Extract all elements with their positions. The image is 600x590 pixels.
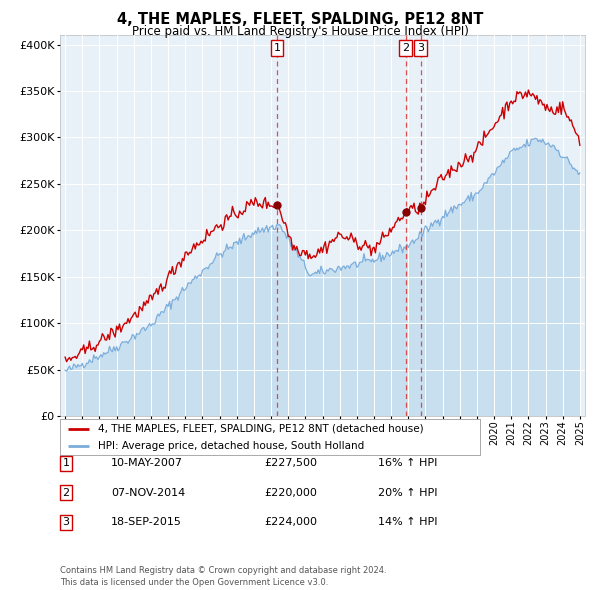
Text: 18-SEP-2015: 18-SEP-2015 [111, 517, 182, 527]
Text: £224,000: £224,000 [264, 517, 317, 527]
Text: HPI: Average price, detached house, South Holland: HPI: Average price, detached house, Sout… [98, 441, 364, 451]
Text: Price paid vs. HM Land Registry's House Price Index (HPI): Price paid vs. HM Land Registry's House … [131, 25, 469, 38]
Text: 3: 3 [62, 517, 70, 527]
Text: 4, THE MAPLES, FLEET, SPALDING, PE12 8NT (detached house): 4, THE MAPLES, FLEET, SPALDING, PE12 8NT… [98, 424, 424, 434]
Text: £220,000: £220,000 [264, 488, 317, 497]
Text: 20% ↑ HPI: 20% ↑ HPI [378, 488, 437, 497]
Text: 1: 1 [62, 458, 70, 468]
Text: £227,500: £227,500 [264, 458, 317, 468]
Text: 3: 3 [417, 43, 424, 53]
Text: Contains HM Land Registry data © Crown copyright and database right 2024.
This d: Contains HM Land Registry data © Crown c… [60, 566, 386, 587]
Text: 10-MAY-2007: 10-MAY-2007 [111, 458, 183, 468]
Text: 4, THE MAPLES, FLEET, SPALDING, PE12 8NT: 4, THE MAPLES, FLEET, SPALDING, PE12 8NT [117, 12, 483, 27]
Text: 07-NOV-2014: 07-NOV-2014 [111, 488, 185, 497]
Text: 2: 2 [402, 43, 409, 53]
Text: 1: 1 [274, 43, 281, 53]
Text: 14% ↑ HPI: 14% ↑ HPI [378, 517, 437, 527]
Text: 2: 2 [62, 488, 70, 497]
Text: 16% ↑ HPI: 16% ↑ HPI [378, 458, 437, 468]
